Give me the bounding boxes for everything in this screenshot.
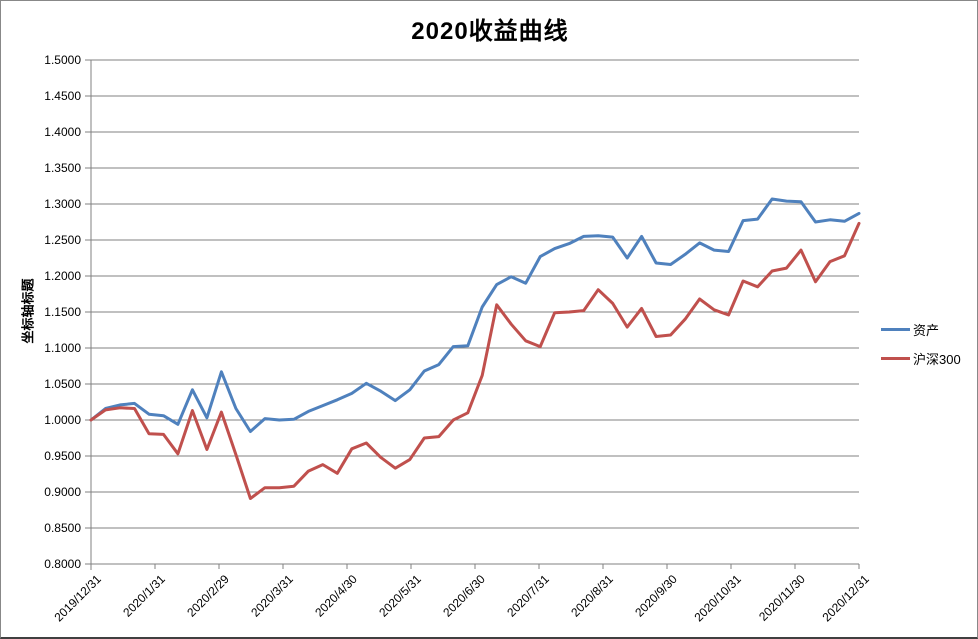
legend-label-hs300: 沪深300 — [913, 352, 961, 367]
y-tick-label: 0.8500 — [44, 521, 81, 535]
y-tick-label: 1.0000 — [44, 413, 81, 427]
y-tick-label: 1.3000 — [44, 197, 81, 211]
legend-label-assets: 资产 — [913, 323, 940, 338]
legend-item-assets[interactable]: 资产 — [881, 320, 961, 339]
y-tick-label: 0.9000 — [44, 485, 81, 499]
y-tick-label: 1.4000 — [44, 125, 81, 139]
legend-item-hs300[interactable]: 沪深300 — [881, 349, 961, 368]
chart-title: 2020收益曲线 — [411, 18, 569, 45]
series-line-assets[interactable] — [89, 197, 861, 433]
y-tick-label: 1.2500 — [44, 233, 81, 247]
y-tick-label: 1.0500 — [44, 377, 81, 391]
y-tick-label: 1.4500 — [44, 89, 81, 103]
legend-swatch-hs300-line — [881, 357, 910, 360]
y-tick-label: 1.3500 — [44, 161, 81, 175]
y-tick-label: 0.9500 — [44, 449, 81, 463]
y-tick-label: 1.1000 — [44, 341, 81, 355]
y-tick-label: 1.5000 — [44, 53, 81, 67]
series-line-hs300[interactable] — [89, 221, 861, 500]
legend-swatch-assets-line — [881, 328, 910, 331]
legend: 资产 沪深300 — [881, 320, 961, 378]
y-tick-label: 1.2000 — [44, 269, 81, 283]
y-tick-label: 0.8000 — [44, 557, 81, 571]
y-tick-label: 1.1500 — [44, 305, 81, 319]
